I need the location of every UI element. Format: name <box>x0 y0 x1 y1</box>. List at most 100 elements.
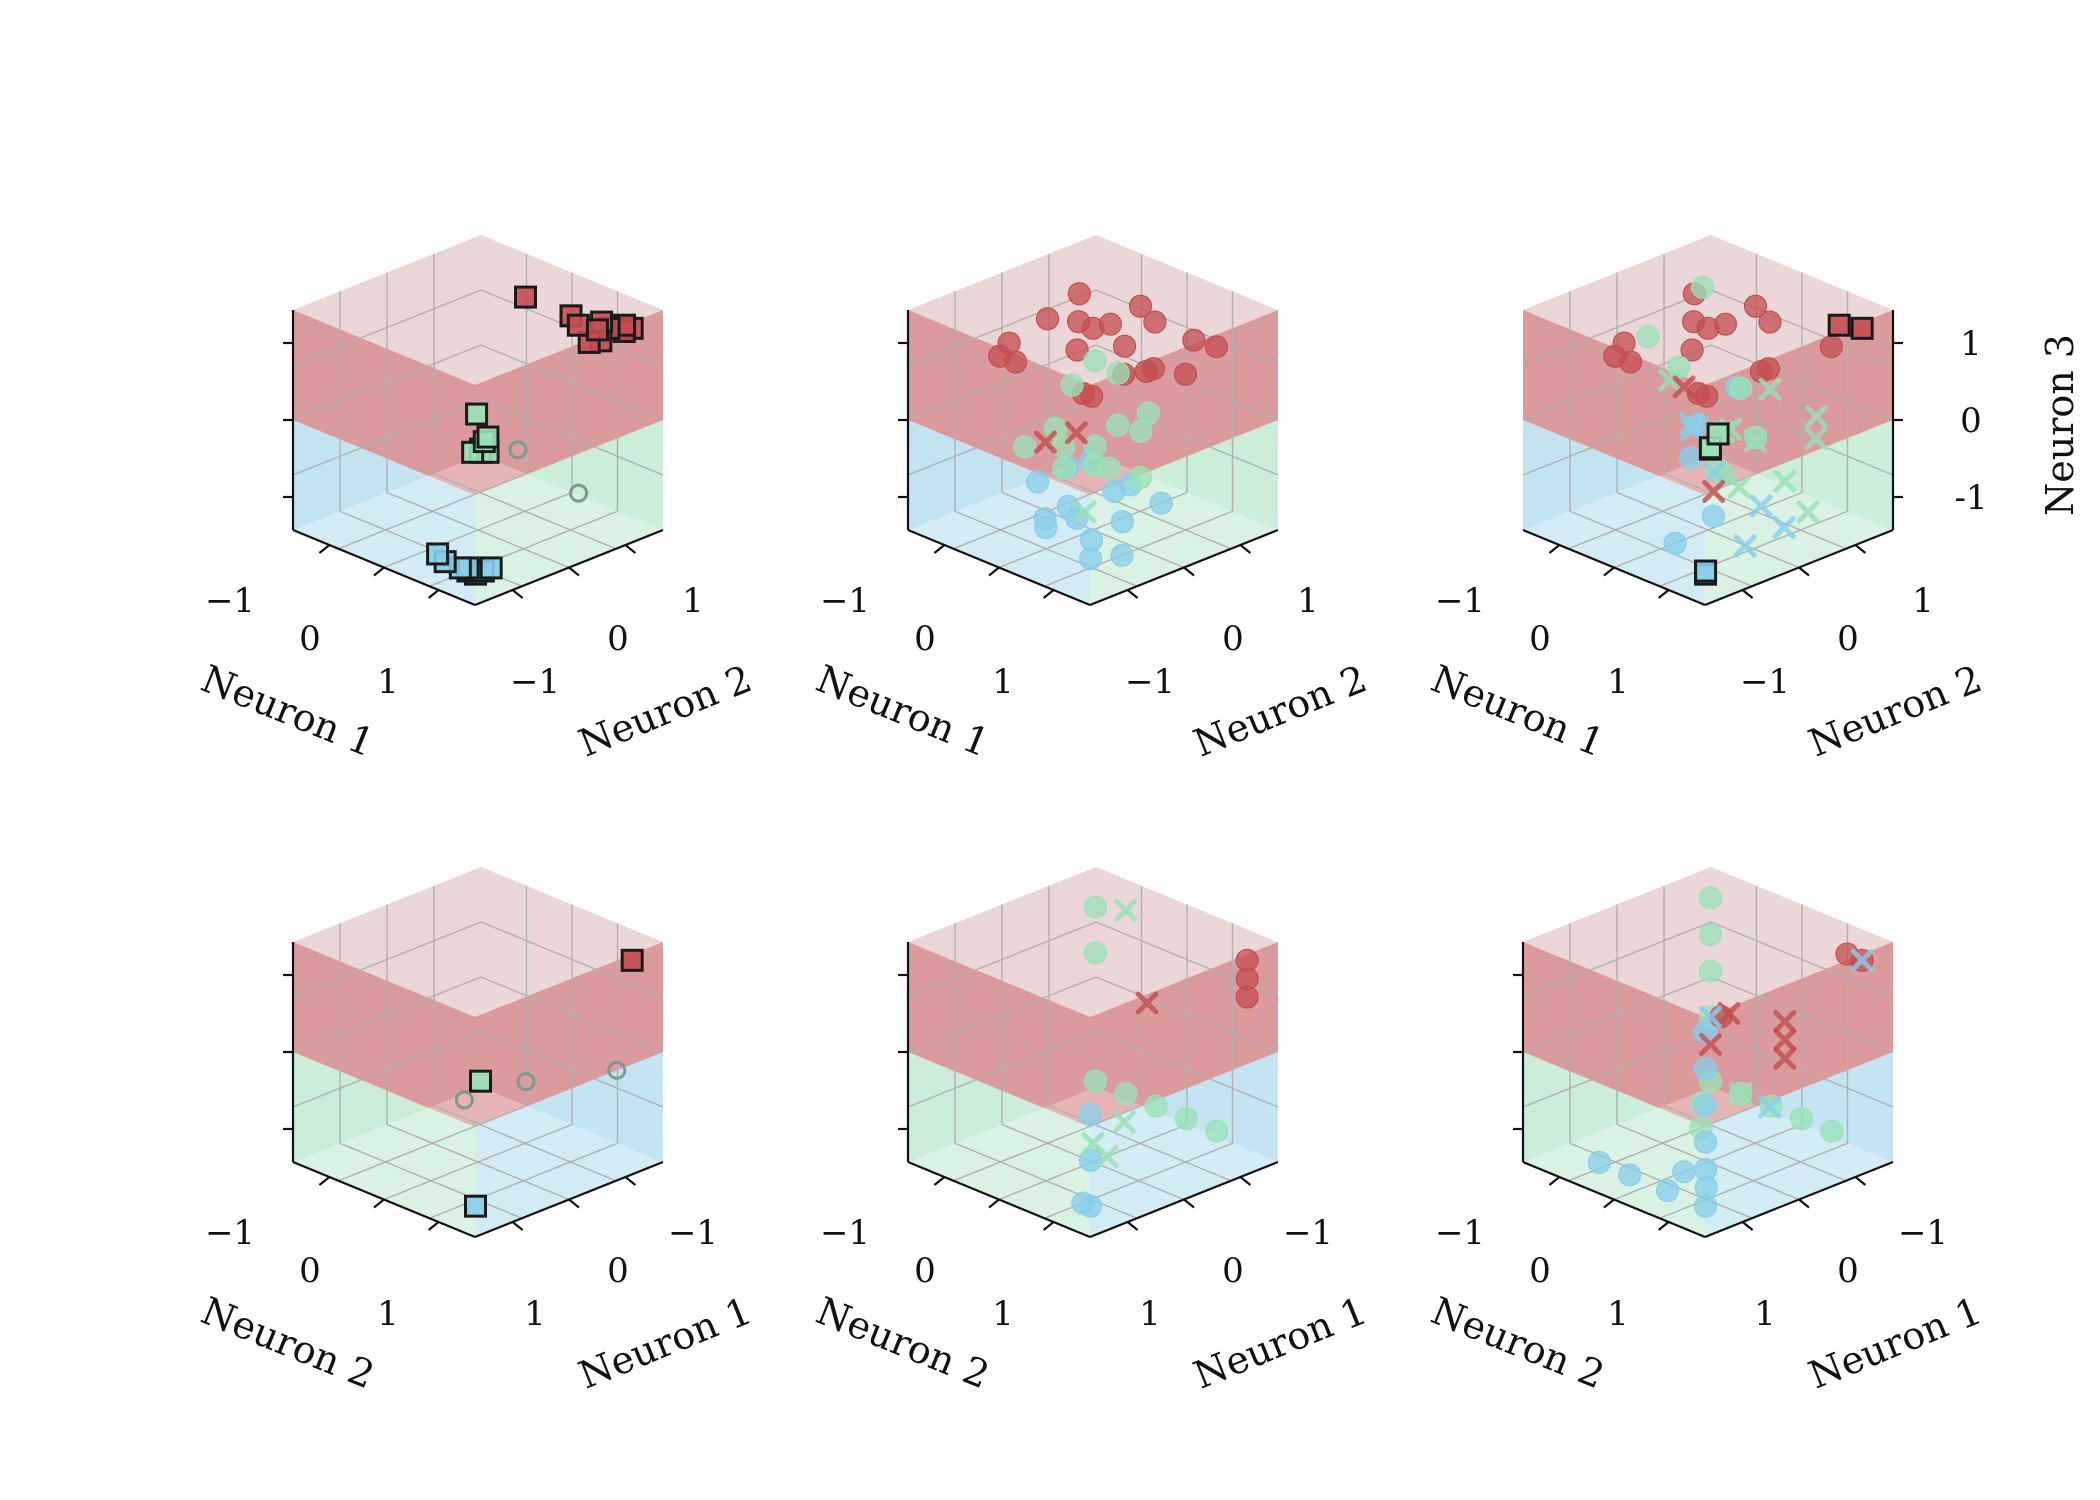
circle-green-point <box>1129 419 1153 443</box>
x-green-point <box>1796 500 1820 524</box>
square-red-point <box>1850 316 1874 340</box>
x-green-point <box>1743 429 1767 453</box>
y-axis-label: Neuron 2 <box>1188 656 1373 765</box>
circle-green-point <box>1789 1107 1814 1131</box>
region-right <box>1705 1052 1893 1237</box>
circle-blue-point <box>1110 543 1134 568</box>
region-top-left <box>1523 942 1705 1127</box>
tick-labels: −1 0 1 1 0 −1 <box>820 1213 1333 1334</box>
circle-blue-point <box>1693 1093 1718 1117</box>
circle-green-point <box>1083 941 1108 965</box>
y-tick-label: 0 <box>1222 1251 1244 1291</box>
x-red-point <box>1773 1010 1797 1034</box>
circle-green-point <box>1667 355 1691 379</box>
circle-red-point <box>1035 307 1060 331</box>
x-tick-label: 0 <box>914 1251 936 1291</box>
tick-labels: −1 0 1 1 0 −1 <box>205 1213 718 1334</box>
circle-green-point <box>1698 922 1723 947</box>
circle-blue-point <box>1071 1191 1095 1215</box>
circle-red-point <box>1128 294 1153 318</box>
x-green-point <box>1729 1082 1753 1106</box>
axis-lines <box>1522 310 1903 607</box>
x-tick-label: 0 <box>299 619 321 659</box>
tick-labels: −1 0 1 −1 0 1 1 0 -1 <box>1435 324 1988 702</box>
circle-green-point <box>1106 361 1130 385</box>
region-top-left <box>908 310 1090 495</box>
circle-blue-point <box>1618 1163 1642 1187</box>
x-red-point <box>1717 1001 1741 1025</box>
y-axis-label: Neuron 1 <box>573 1288 758 1397</box>
y-tick-label: 0 <box>1222 619 1244 659</box>
x-axis-label: Neuron 1 <box>1425 656 1610 765</box>
x-axis-label: Neuron 1 <box>195 656 380 765</box>
square-green-point <box>1706 422 1730 446</box>
x-tick-label: −1 <box>205 1213 255 1253</box>
x-red-point <box>1672 375 1696 399</box>
x-tick-label: 0 <box>299 1251 321 1291</box>
region-right <box>1705 420 1893 605</box>
x-tick-label: 0 <box>914 619 936 659</box>
x-blue-point <box>1758 1095 1782 1119</box>
x-red-point <box>1773 1028 1797 1052</box>
square-blue-point <box>464 1194 487 1218</box>
region-top-cap <box>293 867 663 1017</box>
circle-green-point <box>1698 886 1723 910</box>
y-tick-label: 1 <box>1297 581 1319 621</box>
circle-green-point <box>1174 1107 1199 1131</box>
square-red-point <box>1827 313 1851 337</box>
region-left <box>1523 420 1705 605</box>
circle-green-point <box>1083 349 1107 373</box>
x-tick-label: −1 <box>205 581 255 621</box>
circle-red-point <box>1680 338 1704 362</box>
y-tick-label: −1 <box>1898 1213 1948 1253</box>
circle-green-point <box>454 1090 474 1110</box>
circle-blue-point <box>1110 510 1134 534</box>
panel-bottom-middle: −1 0 1 1 0 −1 Neuron 2 Neuron 1 <box>810 867 1373 1397</box>
y-tick-label: −1 <box>1283 1213 1333 1253</box>
circle-green-point <box>1114 1082 1138 1106</box>
circle-red-point <box>1235 985 1259 1009</box>
region-top-front <box>1090 942 1278 1127</box>
x-tick-label: 1 <box>1607 662 1629 702</box>
x-green-point <box>1112 1110 1136 1134</box>
x-blue-point <box>1680 418 1704 442</box>
circle-green-point <box>1083 1069 1108 1093</box>
x-tick-label: −1 <box>820 581 870 621</box>
circle-blue-point <box>1663 531 1687 555</box>
markers <box>426 285 644 586</box>
circle-red-point <box>1067 282 1091 306</box>
x-tick-label: −1 <box>820 1213 870 1253</box>
y-tick-label: −1 <box>510 662 560 702</box>
circle-red-point <box>1603 344 1627 368</box>
circle-blue-point <box>1694 1175 1718 1200</box>
x-axis-label: Neuron 2 <box>195 1288 380 1397</box>
circle-green-point <box>1083 895 1108 919</box>
x-axis-label: Neuron 2 <box>810 1288 995 1397</box>
z-tick-label: 1 <box>1960 324 1982 364</box>
x-blue-point <box>1733 534 1757 558</box>
panel-bottom-right: −1 0 1 1 0 −1 Neuron 2 Neuron 1 <box>1425 867 1988 1397</box>
circle-red-point <box>1143 310 1167 334</box>
square-green-point <box>476 425 500 449</box>
axis-lines <box>898 942 1279 1239</box>
circle-green-point <box>1106 413 1130 437</box>
circle-green-point <box>516 1072 536 1092</box>
x-tick-label: 1 <box>992 662 1014 702</box>
square-red-point <box>514 285 537 309</box>
circle-red-point <box>1065 338 1089 362</box>
x-axis-label: Neuron 1 <box>810 656 995 765</box>
square-green-point <box>469 1069 492 1093</box>
y-tick-label: −1 <box>1740 662 1790 702</box>
x-tick-label: −1 <box>1435 1213 1485 1253</box>
x-blue-point <box>1772 516 1796 539</box>
x-tick-label: 1 <box>1607 1294 1629 1334</box>
circle-blue-point <box>1701 504 1725 528</box>
circle-blue-point <box>1693 1057 1718 1081</box>
region-right <box>475 420 663 605</box>
circle-green-point <box>1729 376 1753 400</box>
circle-green-point <box>1097 456 1122 480</box>
square-blue-point <box>479 556 503 580</box>
circle-green-point <box>569 483 589 503</box>
circle-green-point <box>1691 275 1715 299</box>
